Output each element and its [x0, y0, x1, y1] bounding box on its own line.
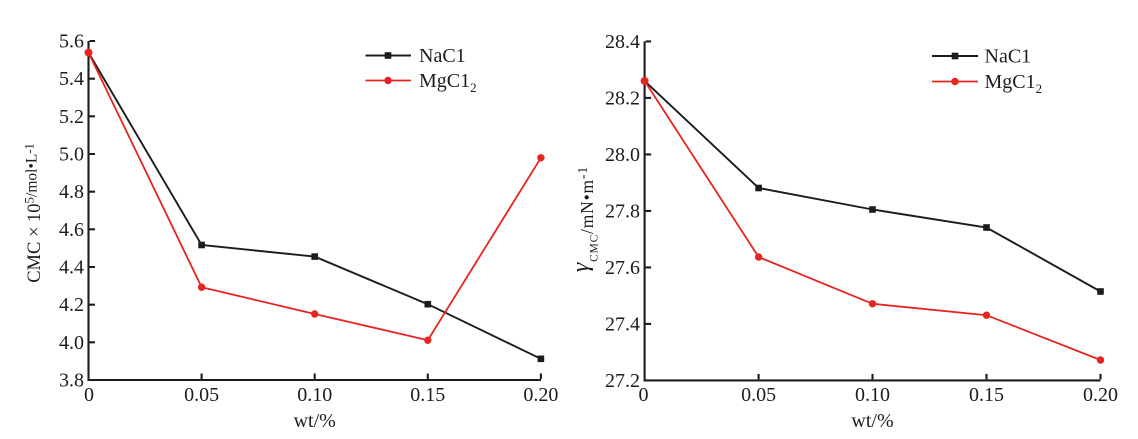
svg-text:27.8: 27.8 [605, 200, 640, 222]
svg-text:27.4: 27.4 [605, 313, 640, 335]
svg-text:4.4: 4.4 [59, 257, 84, 279]
svg-text:28.2: 28.2 [605, 87, 640, 109]
svg-text:4.6: 4.6 [59, 219, 84, 241]
svg-text:5.6: 5.6 [59, 31, 84, 53]
svg-text:0.10: 0.10 [855, 384, 890, 406]
svg-text:0.10: 0.10 [297, 384, 332, 406]
svg-text:5.0: 5.0 [59, 144, 84, 166]
svg-text:wt/%: wt/% [294, 410, 336, 432]
svg-text:0.20: 0.20 [523, 384, 558, 406]
svg-text:NaC1: NaC1 [419, 45, 466, 67]
svg-text:0.15: 0.15 [410, 384, 445, 406]
svg-text:0.05: 0.05 [184, 384, 219, 406]
svg-text:4.0: 4.0 [59, 332, 84, 354]
svg-text:CMC × 105/mol•L-1: CMC × 105/mol•L-1 [22, 143, 46, 283]
svg-text:0.05: 0.05 [741, 384, 776, 406]
svg-text:5.4: 5.4 [59, 68, 84, 90]
svg-text:28.0: 28.0 [605, 144, 640, 166]
svg-text:0.15: 0.15 [969, 384, 1004, 406]
svg-text:3.8: 3.8 [59, 370, 84, 392]
svg-text:0.20: 0.20 [1083, 384, 1118, 406]
svg-text:28.4: 28.4 [605, 31, 640, 53]
svg-text:MgC12: MgC12 [985, 71, 1043, 96]
svg-text:0: 0 [639, 384, 649, 406]
svg-text:MgC12: MgC12 [419, 70, 477, 95]
svg-text:27.2: 27.2 [605, 370, 640, 392]
svg-text:wt/%: wt/% [851, 410, 893, 432]
svg-text:NaC1: NaC1 [985, 46, 1032, 68]
svg-text:4.8: 4.8 [59, 181, 84, 203]
svg-text:4.2: 4.2 [59, 294, 84, 316]
svg-text:27.6: 27.6 [605, 257, 640, 279]
svg-text:γCMC/mN•m-1: γCMC/mN•m-1 [568, 166, 601, 272]
svg-text:5.2: 5.2 [59, 106, 84, 128]
svg-text:0: 0 [84, 384, 94, 406]
